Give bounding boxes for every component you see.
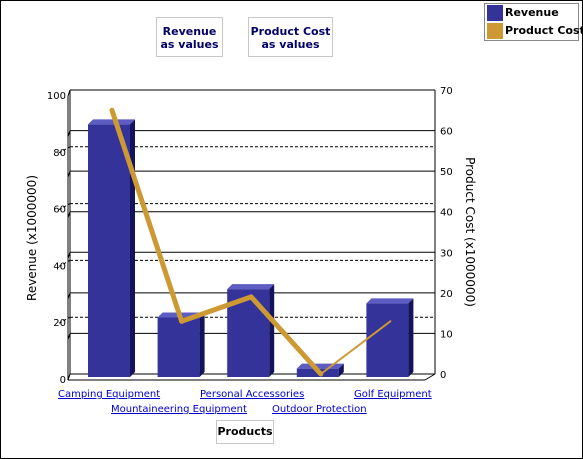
y2-tick-label: 50	[440, 167, 453, 178]
plot-walls	[67, 90, 436, 381]
tick-labels: 0 20 40 60 80 100 0 10 20 30 40 50 60 70	[47, 86, 453, 386]
category-labels: Camping Equipment Mountaineering Equipmen…	[58, 389, 432, 415]
bar-side	[269, 284, 275, 377]
bar-side	[199, 312, 205, 377]
y-tick-label: 0	[60, 375, 66, 386]
cost-line	[109, 107, 392, 377]
bar	[366, 298, 414, 377]
y2-tick-label: 40	[440, 208, 453, 219]
y-tick-label: 100	[47, 91, 66, 102]
y2-tick-label: 60	[440, 127, 453, 138]
y-tick-label: 40	[53, 261, 66, 272]
cost-line-segment	[179, 294, 254, 324]
y2-tick-label: 0	[440, 370, 446, 381]
x-axis-title: Products	[216, 420, 274, 444]
category-label: Mountaineering Equipment	[111, 404, 247, 415]
floor-right-edge	[424, 373, 436, 381]
legend-swatch-revenue	[487, 5, 503, 21]
bar-front	[157, 317, 200, 377]
bars	[88, 119, 414, 378]
legend-label-product-cost: Product Cost	[505, 24, 583, 37]
bar-top	[296, 363, 344, 369]
y-tick-label: 60	[53, 205, 66, 216]
y2-tick-label: 30	[440, 248, 453, 259]
bar-front	[366, 303, 409, 377]
legend-swatch-product-cost	[487, 23, 503, 39]
bar-front	[88, 124, 130, 378]
legend-item-product-cost[interactable]: Product Cost	[487, 23, 583, 39]
bar-top	[227, 284, 275, 290]
y2-axis-title: Product Cost (x1000000)	[463, 157, 477, 307]
cost-note-line1: Product Cost	[250, 25, 331, 38]
legend-item-revenue[interactable]: Revenue	[487, 5, 577, 21]
bar-top	[366, 298, 414, 304]
y2-tick-label: 20	[440, 289, 453, 300]
bar-top	[88, 119, 135, 125]
cost-line-segment	[319, 320, 392, 375]
revenue-note-line2: as values	[160, 38, 219, 51]
bar-side	[130, 119, 135, 378]
cost-line-segment	[248, 294, 324, 377]
bar-side	[338, 363, 344, 377]
legend: Revenue Product Cost	[484, 3, 583, 41]
revenue-values-note[interactable]: Revenue as values	[156, 17, 223, 57]
y2-tick-label: 10	[440, 329, 453, 340]
cost-note-line2: as values	[261, 38, 320, 51]
category-label: Camping Equipment	[58, 389, 160, 400]
category-label: Outdoor Protection	[272, 404, 367, 415]
legend-label-revenue: Revenue	[505, 6, 559, 19]
y-axis-title: Revenue (x1000000)	[25, 175, 39, 301]
y-tick-label: 80	[53, 148, 66, 159]
category-label: Personal Accessories	[200, 389, 304, 400]
bar-side	[408, 298, 414, 377]
category-label: Golf Equipment	[354, 389, 432, 400]
cost-values-note[interactable]: Product Cost as values	[248, 17, 333, 57]
cost-line-segment	[109, 107, 185, 324]
y-tick-label: 20	[53, 318, 66, 329]
revenue-note-line1: Revenue	[162, 25, 217, 38]
y2-tick-label: 70	[440, 86, 453, 97]
